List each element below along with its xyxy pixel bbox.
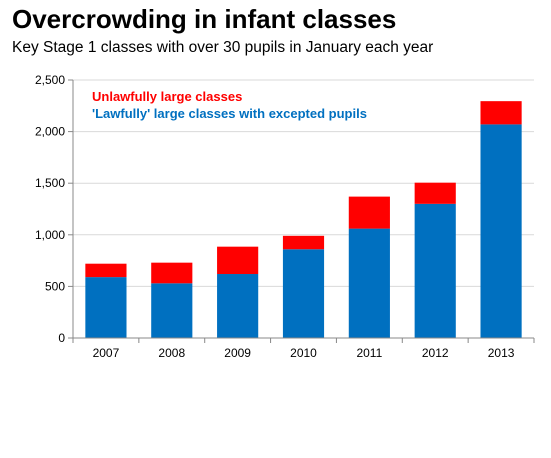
bar-2007-unlawful	[85, 263, 127, 278]
bar-2010-lawful	[282, 249, 325, 338]
x-tick-label: 2011	[356, 346, 382, 360]
bar-2007-lawful	[85, 277, 127, 338]
x-tick-label: 2007	[93, 346, 120, 360]
y-tick-label: 2,000	[35, 125, 65, 139]
bar-2011-lawful	[348, 228, 390, 338]
bar-2012-lawful	[414, 203, 456, 338]
bar-2009-lawful	[217, 274, 259, 338]
legend: Unlawfully large classes 'Lawfully' large…	[92, 89, 367, 121]
legend-entry: 'Lawfully' large classes with excepted p…	[92, 106, 367, 121]
y-tick-label: 2,500	[35, 73, 65, 87]
x-tick-label: 2009	[224, 346, 251, 360]
y-tick-label: 500	[45, 279, 65, 293]
bar-2008-unlawful	[151, 262, 193, 284]
x-tick-label: 2010	[290, 346, 317, 360]
bar-2013-lawful	[480, 124, 522, 338]
bars	[85, 101, 522, 338]
bar-2012-unlawful	[414, 182, 456, 204]
chart-title: Overcrowding in infant classes	[12, 4, 397, 34]
x-tick-label: 2013	[488, 346, 515, 360]
y-tick-label: 1,000	[35, 228, 65, 242]
chart-subtitle: Key Stage 1 classes with over 30 pupils …	[12, 39, 434, 56]
x-tick-label: 2012	[422, 346, 449, 360]
y-tick-label: 0	[58, 331, 65, 345]
bar-2011-unlawful	[348, 196, 390, 229]
y-tick-label: 1,500	[35, 176, 65, 190]
bar-2013-unlawful	[480, 101, 522, 125]
axes: 0 500 1,000 1,500 2,000 2,500 2007 2008 2009 2010…	[35, 73, 535, 360]
bar-2008-lawful	[151, 283, 193, 338]
bar-2010-unlawful	[282, 235, 325, 250]
bar-2009-unlawful	[217, 246, 259, 275]
x-tick-label: 2008	[158, 346, 185, 360]
legend-entry: Unlawfully large classes	[92, 89, 242, 104]
